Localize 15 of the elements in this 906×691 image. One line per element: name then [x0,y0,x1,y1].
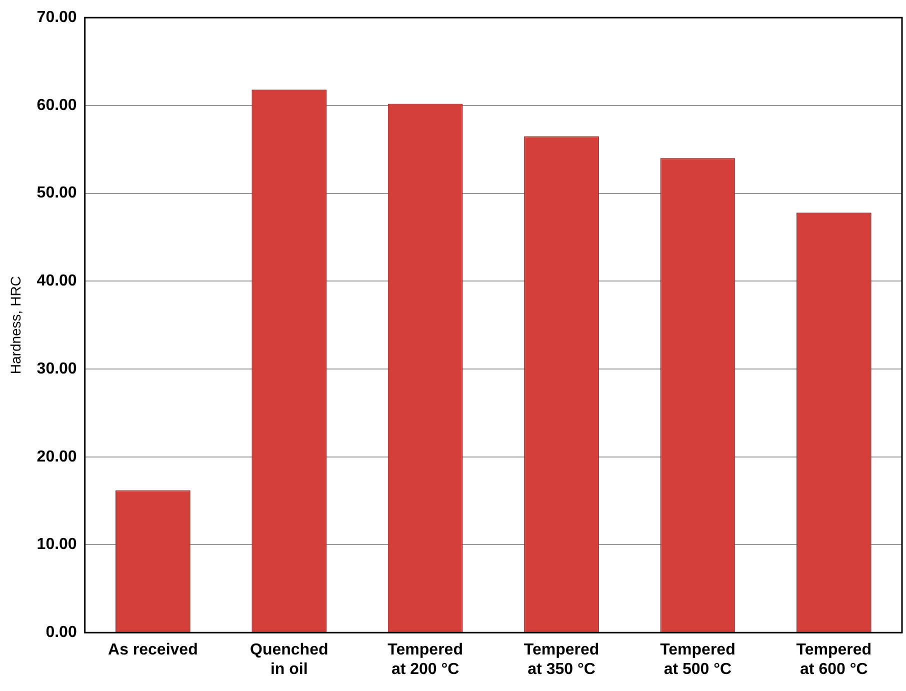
x-tick-label: As received [108,642,198,659]
y-axis-title: Hardness, HRC [7,276,24,374]
y-tick-label: 50.00 [36,184,77,202]
x-tick-label: Tempered at 500 °C [660,642,736,678]
x-tick-label: Quenched in oil [250,642,328,678]
y-tick-label: 0.00 [46,624,77,642]
y-tick-label: 30.00 [36,360,77,378]
y-tick-label: 40.00 [36,272,77,290]
y-tick-label: 20.00 [36,448,77,466]
x-tick-label: Tempered at 350 °C [524,642,600,678]
x-tick-label: Tempered at 600 °C [796,642,872,678]
y-tick-label: 10.00 [36,536,77,554]
y-tick-label: 60.00 [36,96,77,114]
y-tick-label: 70.00 [36,9,77,26]
x-tick-label: Tempered at 200 °C [388,642,463,678]
